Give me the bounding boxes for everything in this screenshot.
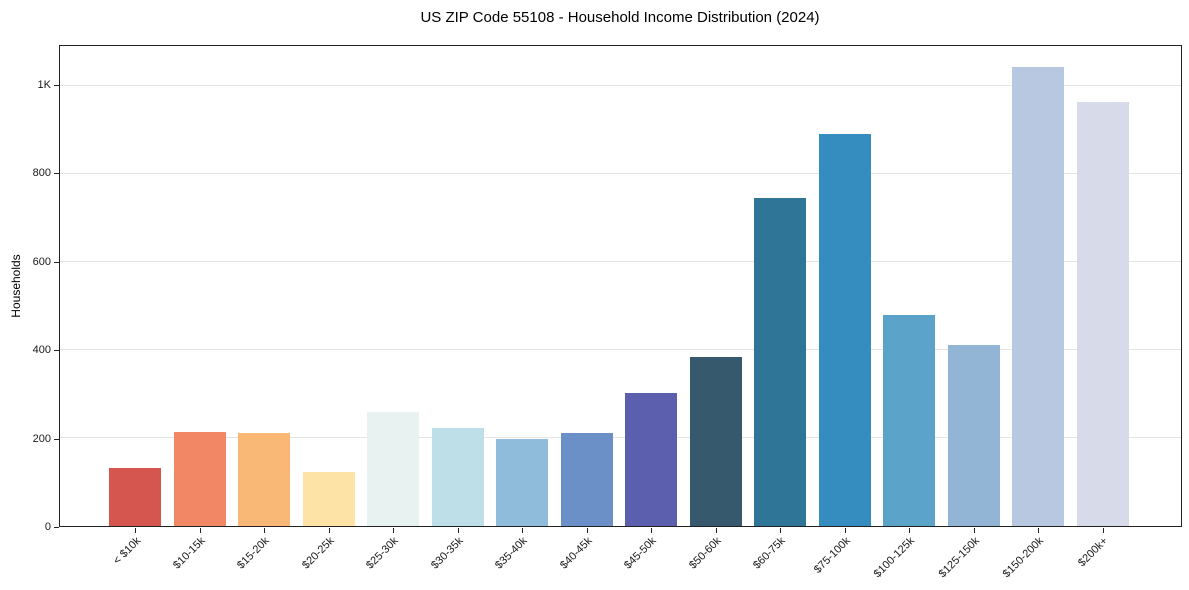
x-tick-mark: [393, 528, 394, 533]
y-tick-label: 600: [32, 255, 51, 268]
gridline-600: [60, 261, 1181, 263]
x-tick-label: $10-15k: [170, 534, 208, 572]
bar: [560, 432, 613, 526]
bar: [173, 432, 226, 526]
x-tick-label: $100-125k: [871, 534, 917, 581]
gridline-200: [60, 437, 1181, 439]
y-tick-label: 200: [32, 432, 51, 445]
y-tick-label: 0: [44, 521, 51, 533]
x-tick-label: $40-45k: [557, 534, 595, 572]
chart-title: US ZIP Code 55108 - Household Income Dis…: [420, 9, 820, 26]
bar: [1012, 67, 1064, 526]
bar: [754, 197, 806, 526]
y-tick-mark: [54, 439, 59, 440]
x-tick-mark: [651, 528, 652, 533]
x-tick-mark: [909, 528, 910, 533]
y-tick-mark: [54, 173, 59, 174]
y-tick-mark: [54, 527, 59, 528]
bar: [1076, 102, 1129, 526]
bar: [496, 438, 548, 526]
x-tick-label: $75-100k: [811, 534, 853, 576]
x-tick-mark: [715, 528, 717, 533]
y-tick-label: 800: [32, 167, 51, 180]
x-tick-mark: [1038, 528, 1039, 533]
bar: [238, 433, 290, 526]
x-tick-mark: [199, 528, 201, 533]
x-tick-label: < $10k: [110, 534, 143, 567]
x-tick-mark: [1102, 528, 1104, 533]
x-tick-label: $125-150k: [936, 534, 982, 581]
gridline-800: [60, 173, 1181, 175]
bar: [947, 344, 1000, 526]
bar: [109, 468, 161, 526]
x-tick-label: $60-75k: [751, 534, 788, 572]
bar: [367, 411, 419, 526]
x-tick-label: $50-60k: [686, 534, 724, 572]
bar: [818, 134, 871, 526]
x-tick-label: $15-20k: [235, 534, 272, 572]
x-tick-label: $35-40k: [493, 534, 530, 572]
bar: [302, 472, 355, 526]
x-tick-mark: [973, 528, 975, 533]
y-tick-mark: [54, 350, 59, 351]
bar: [431, 427, 484, 526]
y-tick-mark: [54, 262, 59, 263]
x-tick-label: $30-35k: [428, 534, 466, 572]
x-tick-mark: [457, 528, 459, 533]
x-tick-mark: [135, 528, 136, 533]
x-tick-label: $20-25k: [299, 534, 337, 572]
gridline-400: [60, 349, 1181, 351]
y-tick-label: 1K: [37, 78, 51, 91]
y-tick-mark: [54, 85, 59, 86]
x-tick-mark: [844, 528, 846, 533]
x-tick-mark: [586, 528, 588, 533]
y-tick-label: 400: [32, 344, 51, 357]
x-tick-mark: [522, 528, 523, 533]
x-tick-label: $45-50k: [622, 534, 659, 572]
x-tick-label: $200k+: [1076, 534, 1111, 570]
x-tick-mark: [264, 528, 265, 533]
x-tick-mark: [780, 528, 781, 533]
plot-area: [59, 45, 1182, 527]
bar: [689, 356, 742, 526]
gridline-1K: [60, 85, 1181, 87]
x-tick-label: $25-30k: [364, 534, 401, 572]
x-tick-mark: [328, 528, 330, 533]
bar: [625, 392, 677, 526]
x-tick-label: $150-200k: [1000, 534, 1046, 581]
bar: [883, 314, 935, 526]
